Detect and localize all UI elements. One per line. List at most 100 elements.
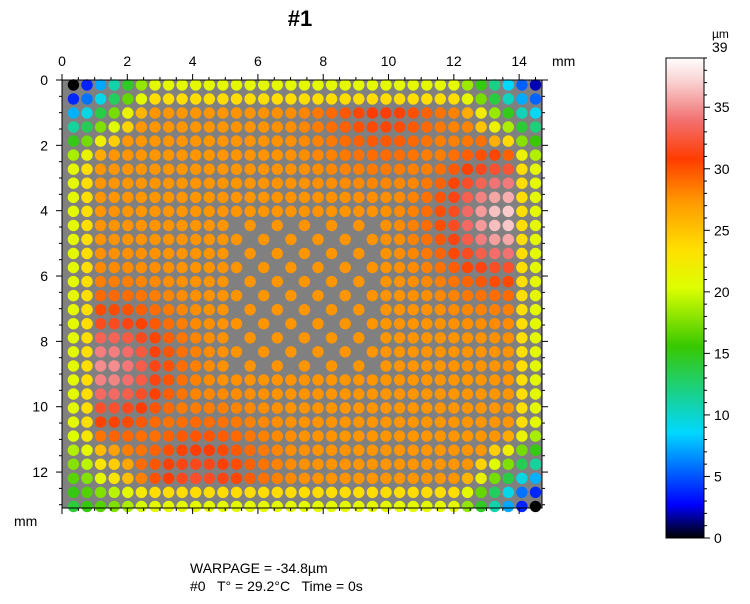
data-point bbox=[502, 205, 515, 218]
data-point bbox=[461, 191, 474, 204]
data-point bbox=[244, 191, 256, 204]
data-point bbox=[461, 374, 474, 386]
data-point bbox=[271, 205, 284, 218]
y-tick-label: 10 bbox=[32, 399, 48, 415]
data-point bbox=[393, 500, 406, 513]
data-point bbox=[217, 500, 229, 513]
data-point bbox=[230, 472, 243, 485]
data-point bbox=[325, 303, 338, 316]
data-point bbox=[203, 500, 216, 513]
data-point bbox=[366, 388, 379, 400]
y-tick-label: 2 bbox=[40, 137, 48, 153]
data-point bbox=[421, 121, 433, 133]
data-point bbox=[353, 500, 365, 513]
data-point bbox=[434, 500, 447, 513]
data-point bbox=[108, 275, 120, 288]
data-point bbox=[339, 191, 351, 204]
data-point bbox=[162, 247, 175, 260]
data-point bbox=[81, 402, 93, 414]
data-point bbox=[366, 107, 379, 119]
colorbar-tick-label: 5 bbox=[714, 468, 722, 484]
data-point bbox=[366, 444, 379, 456]
data-point bbox=[325, 458, 338, 470]
data-point bbox=[122, 402, 134, 414]
data-point bbox=[244, 121, 256, 133]
data-point bbox=[529, 416, 542, 428]
data-point bbox=[488, 261, 501, 274]
data-point bbox=[257, 402, 270, 414]
data-point bbox=[189, 360, 202, 372]
data-point bbox=[312, 79, 324, 91]
data-point bbox=[108, 374, 120, 386]
data-point bbox=[162, 486, 175, 499]
data-point bbox=[298, 402, 311, 414]
data-point bbox=[162, 332, 175, 344]
data-point bbox=[393, 430, 406, 442]
data-point bbox=[353, 191, 365, 204]
data-point bbox=[516, 458, 528, 470]
data-point bbox=[421, 289, 433, 302]
data-point bbox=[353, 219, 365, 232]
data-point bbox=[176, 303, 188, 316]
data-point bbox=[393, 289, 406, 302]
data-point bbox=[407, 275, 419, 288]
data-point bbox=[353, 149, 365, 161]
data-point bbox=[461, 346, 474, 358]
data-point bbox=[529, 135, 542, 147]
data-point bbox=[230, 79, 243, 91]
data-point bbox=[339, 107, 351, 119]
data-point bbox=[149, 486, 161, 499]
data-point bbox=[475, 317, 487, 330]
data-point bbox=[108, 458, 120, 470]
data-point bbox=[257, 346, 270, 358]
data-point bbox=[94, 360, 107, 372]
data-point bbox=[529, 233, 542, 246]
data-point bbox=[448, 416, 460, 428]
data-point bbox=[108, 205, 120, 218]
data-point bbox=[94, 177, 107, 189]
data-point bbox=[244, 430, 256, 442]
data-point bbox=[339, 402, 351, 414]
data-point bbox=[108, 430, 120, 442]
x-tick-label: 2 bbox=[123, 53, 131, 69]
data-point bbox=[176, 332, 188, 344]
data-point bbox=[502, 472, 515, 485]
data-point bbox=[502, 219, 515, 232]
data-point bbox=[461, 219, 474, 232]
colorbar-tick-label: 30 bbox=[714, 161, 730, 177]
data-point bbox=[149, 79, 161, 91]
data-point bbox=[285, 317, 297, 330]
data-point bbox=[81, 444, 93, 456]
data-point bbox=[108, 317, 120, 330]
data-point bbox=[108, 121, 120, 133]
data-point bbox=[475, 163, 487, 175]
data-point bbox=[149, 416, 161, 428]
data-point bbox=[271, 107, 284, 119]
data-point bbox=[380, 317, 392, 330]
data-point bbox=[94, 430, 107, 442]
data-point bbox=[393, 135, 406, 147]
data-point bbox=[461, 360, 474, 372]
data-point bbox=[529, 346, 542, 358]
data-point bbox=[366, 177, 379, 189]
data-point bbox=[149, 430, 161, 442]
data-point bbox=[94, 233, 107, 246]
data-point bbox=[488, 233, 501, 246]
data-point bbox=[502, 177, 515, 189]
data-point bbox=[434, 360, 447, 372]
data-point bbox=[421, 191, 433, 204]
data-point bbox=[230, 233, 243, 246]
data-point bbox=[380, 79, 392, 91]
data-point bbox=[81, 177, 93, 189]
data-point bbox=[176, 500, 188, 513]
data-point bbox=[353, 374, 365, 386]
data-point bbox=[312, 458, 324, 470]
data-point bbox=[529, 205, 542, 218]
data-point bbox=[94, 416, 107, 428]
data-point bbox=[203, 303, 216, 316]
data-point bbox=[475, 374, 487, 386]
data-point bbox=[529, 219, 542, 232]
data-point bbox=[244, 163, 256, 175]
data-point bbox=[488, 289, 501, 302]
data-point bbox=[257, 289, 270, 302]
